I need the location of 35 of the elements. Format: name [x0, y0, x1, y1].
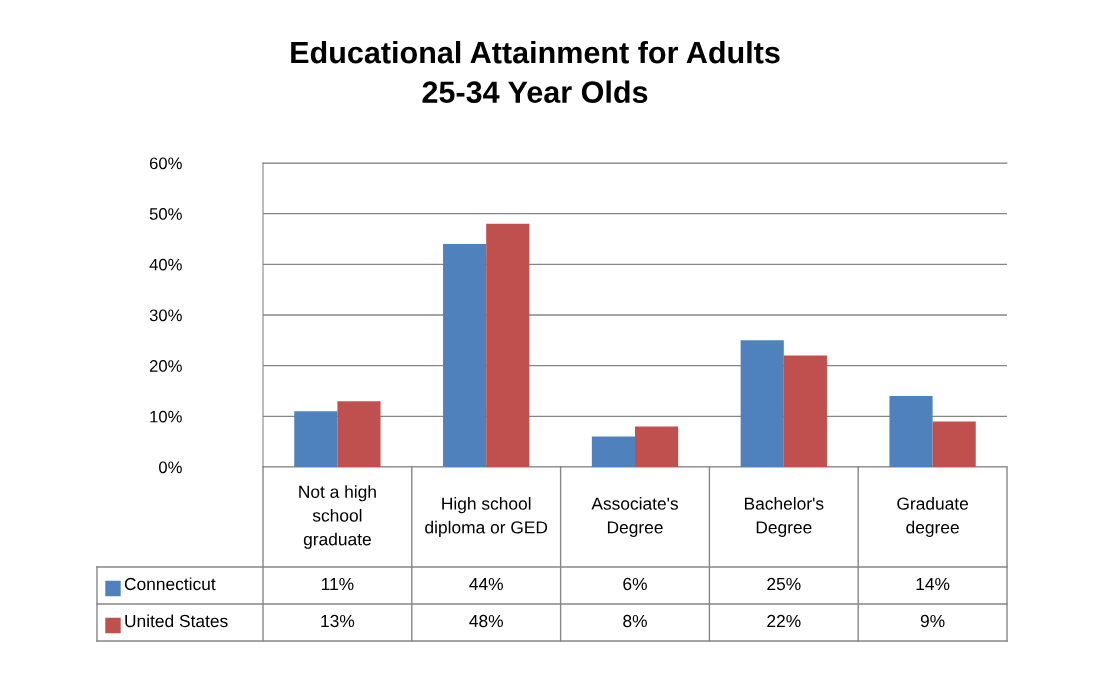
bar: [294, 411, 338, 467]
bar: [486, 223, 530, 467]
data-label: 8%: [623, 614, 647, 628]
data-label: 9%: [920, 614, 945, 628]
data-label: 44%: [469, 577, 503, 591]
y-tick-label: 60%: [149, 157, 182, 170]
bar: [337, 401, 381, 467]
data-label: 11%: [321, 577, 354, 591]
y-tick-label: 0%: [159, 461, 182, 474]
data-label: 48%: [469, 614, 503, 628]
chart-title: Educational Attainment for Adults 25-34 Year Olds: [291, 40, 780, 104]
data-label: 14%: [916, 577, 950, 591]
bar: [591, 436, 635, 467]
x-tick-label: Graduate degree: [897, 497, 969, 537]
bar: [740, 340, 784, 467]
y-tick-label: 50%: [149, 208, 182, 220]
data-label: 6%: [623, 577, 647, 591]
y-tick-label: 30%: [149, 309, 182, 322]
y-tick-label: 20%: [149, 360, 182, 372]
x-tick-label: Associate's Degree: [591, 497, 679, 537]
data-label: 25%: [767, 577, 801, 591]
bar: [889, 396, 933, 467]
data-label: 13%: [321, 614, 355, 628]
bar: [443, 244, 487, 467]
y-tick-label: 10%: [150, 410, 182, 423]
legend-label: Connecticut: [124, 577, 216, 591]
y-tick-label: 40%: [149, 258, 182, 271]
legend-label: United States: [125, 614, 228, 628]
bar: [635, 426, 679, 467]
bar: [932, 421, 976, 467]
x-tick-label: Bachelor's Degree: [744, 497, 824, 537]
x-tick-label: Not a high school graduate: [299, 485, 376, 549]
x-tick-label: High school diploma or GED: [425, 497, 548, 537]
data-label: 22%: [767, 614, 801, 628]
bar: [783, 355, 827, 467]
